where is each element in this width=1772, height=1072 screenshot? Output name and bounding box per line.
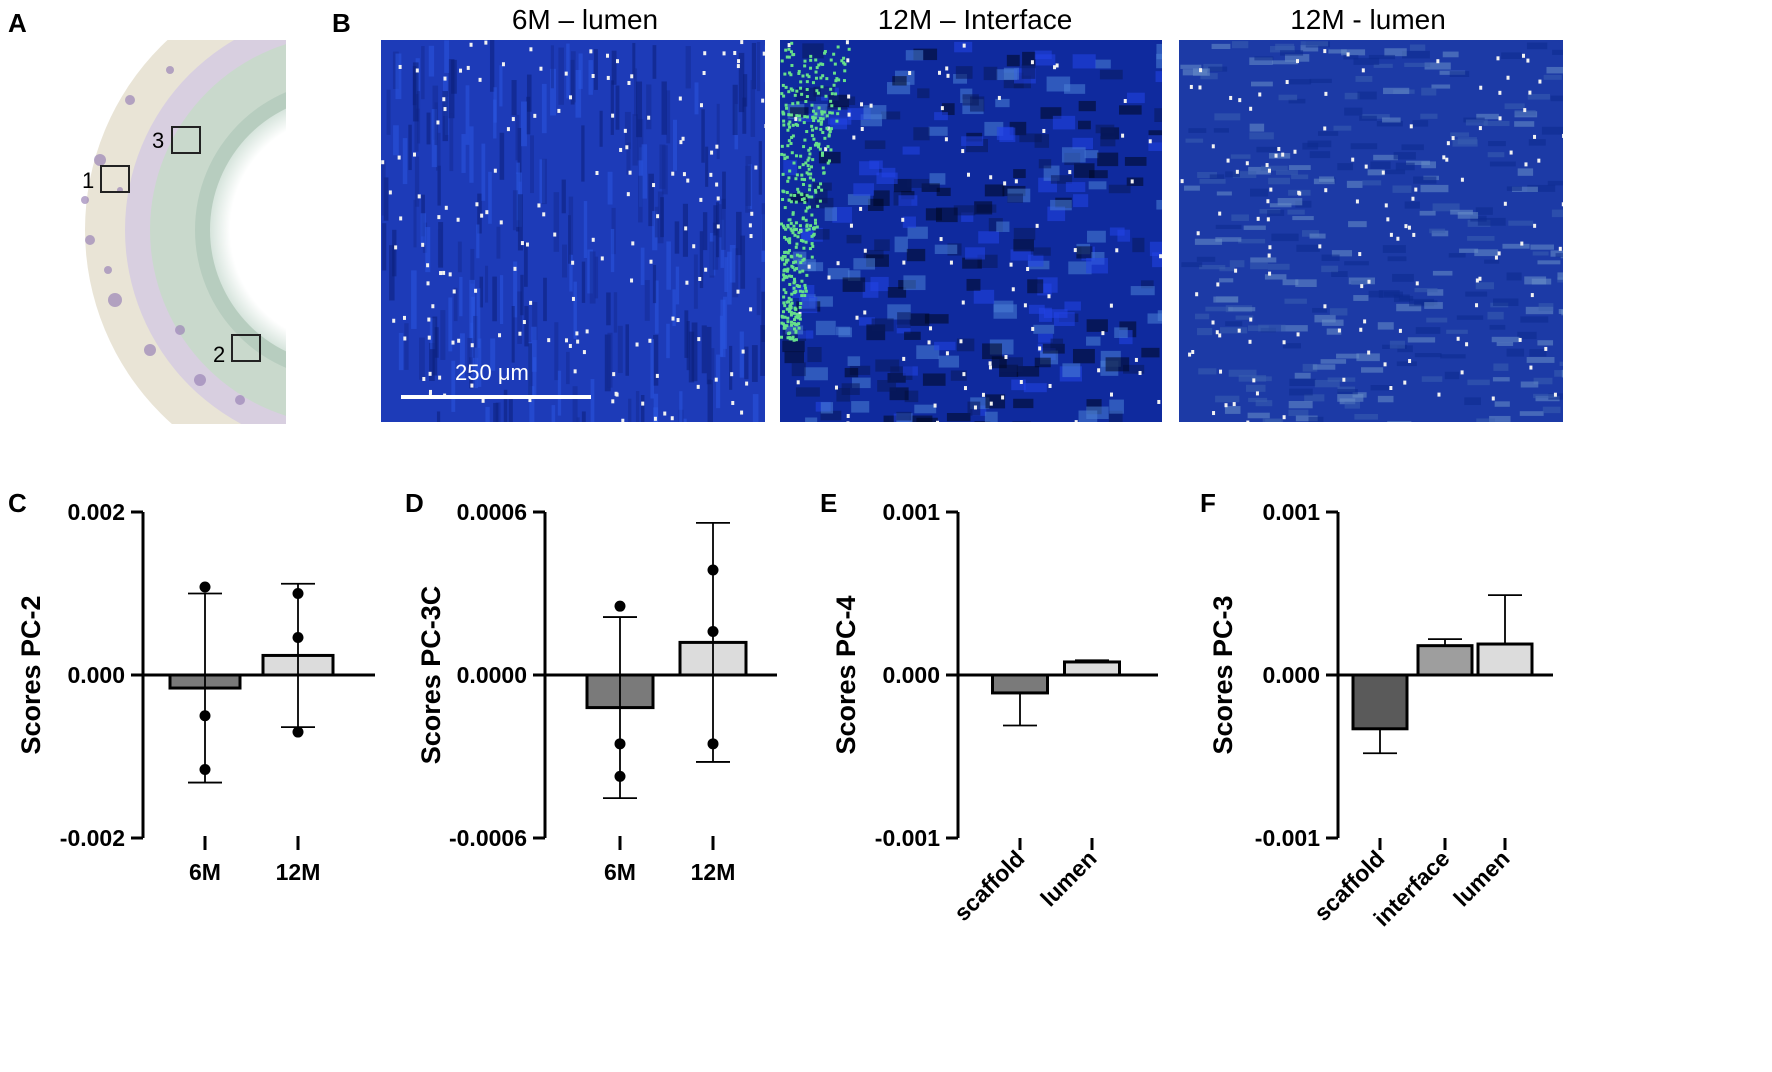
data-point	[707, 564, 719, 576]
region-label-2: 2	[213, 342, 225, 367]
x-category-label: lumen	[1448, 845, 1514, 911]
y-axis-title: Scores PC-3	[1208, 595, 1238, 754]
data-point	[614, 738, 626, 750]
y-tick-label: -0.001	[1255, 825, 1320, 851]
panel-letter-d: D	[405, 488, 424, 518]
data-point	[199, 581, 211, 593]
panel-letter-b: B	[332, 8, 351, 38]
y-tick-label: 0.000	[67, 662, 125, 688]
scale-bar-label: 250 μm	[455, 360, 529, 385]
y-tick-label: 0.0000	[457, 662, 527, 688]
data-point	[199, 764, 211, 776]
bar-lumen	[1476, 642, 1534, 677]
region-label-1: 1	[82, 168, 94, 193]
data-point	[614, 770, 626, 782]
region-box-1	[100, 165, 130, 193]
error-bar	[1488, 594, 1522, 645]
y-tick-label: -0.001	[875, 825, 940, 851]
image-title-12m-interface: 12M – Interface	[877, 4, 1073, 35]
bar-lumen	[1063, 660, 1121, 677]
chart-e: E Scores PC-4 0.001 0.000 -0.001 scaffold lume…	[820, 488, 1158, 926]
x-category-label: 12M	[691, 859, 736, 885]
data-point	[707, 738, 719, 750]
x-category-label: lumen	[1035, 845, 1101, 911]
y-tick-label: 0.000	[882, 662, 940, 688]
panel-letter-f: F	[1200, 488, 1216, 518]
region-box-2	[231, 334, 261, 362]
chart-d: D Scores PC-3C 0.0006 0.0000 -0.0006 6M 12M	[405, 488, 777, 885]
y-tick-label: -0.002	[60, 825, 125, 851]
image-title-12m-lumen: 12M - lumen	[1290, 4, 1446, 35]
histology-section-image: 1 2 3	[60, 40, 286, 424]
x-category-label: 6M	[604, 859, 636, 885]
y-tick-label: 0.000	[1262, 662, 1320, 688]
micrograph-6m-lumen	[381, 40, 765, 422]
y-axis-title: Scores PC-3C	[416, 586, 446, 765]
y-tick-label: 0.001	[1262, 499, 1320, 525]
data-point	[292, 632, 304, 644]
data-point	[292, 588, 304, 599]
data-point	[292, 726, 304, 738]
panel-letter-a: A	[8, 8, 27, 38]
error-bar	[1428, 638, 1462, 646]
error-bar	[696, 521, 730, 763]
error-bar	[188, 592, 222, 784]
chart-c: C Scores PC-2 0.002 0.000 -0.002 6M 12M	[8, 488, 375, 885]
y-tick-label: 0.001	[882, 499, 940, 525]
micrograph-12m-lumen	[1179, 40, 1563, 422]
error-bar	[1075, 659, 1109, 662]
x-category-label: 12M	[276, 859, 321, 885]
y-tick-label: -0.0006	[449, 825, 527, 851]
region-label-3: 3	[152, 128, 164, 153]
data-point	[614, 600, 626, 612]
x-category-label: scaffold	[949, 845, 1030, 926]
bar-interface	[1416, 644, 1474, 677]
scale-bar	[401, 395, 591, 399]
bar-scaffold	[991, 673, 1049, 695]
y-tick-label: 0.0006	[457, 499, 527, 525]
image-title-6m-lumen: 6M – lumen	[511, 4, 659, 35]
panel-letter-e: E	[820, 488, 837, 518]
error-bar	[1363, 728, 1397, 755]
y-tick-label: 0.002	[67, 499, 125, 525]
data-point	[707, 626, 719, 638]
region-box-3	[171, 126, 201, 154]
micrograph-12m-interface	[780, 40, 1162, 422]
x-category-label: 6M	[189, 859, 221, 885]
data-point	[199, 710, 211, 722]
y-axis-title: Scores PC-4	[831, 595, 861, 754]
error-bar	[603, 616, 637, 800]
bar-scaffold	[1351, 673, 1409, 731]
error-bar	[1003, 692, 1037, 727]
y-axis-title: Scores PC-2	[16, 595, 46, 754]
panel-letter-c: C	[8, 488, 27, 518]
